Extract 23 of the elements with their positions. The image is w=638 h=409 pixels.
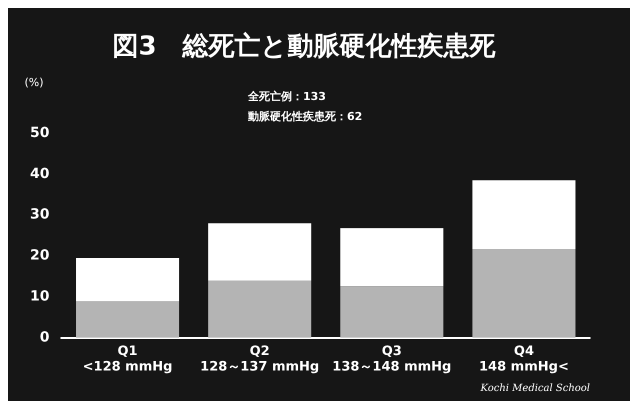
y-tick-label: 10 — [30, 288, 50, 305]
text: Kochi Medical School — [480, 383, 590, 394]
y-tick-label: 30 — [30, 206, 50, 223]
bar — [340, 286, 444, 338]
bar — [472, 249, 576, 338]
x-tick-label: Q2 128～137 mmHg — [200, 344, 320, 375]
chart-title: 図3 総死亡と動脈硬化性疾患死 — [112, 31, 497, 62]
x-tick-label: Q3 138～148 mmHg — [332, 344, 452, 375]
y-tick-label: 50 — [30, 124, 50, 141]
bar — [76, 258, 180, 302]
bar — [472, 180, 576, 250]
x-tick-label: Q1 <128 mmHg — [82, 344, 172, 375]
y-tick-label: 40 — [30, 166, 50, 182]
bar — [208, 223, 312, 281]
text: 全死亡例：133 — [247, 90, 326, 103]
text: 動脈硬化性疾患死：62 — [247, 110, 362, 123]
bar — [340, 228, 444, 286]
y-axis-title: (%) — [24, 76, 44, 89]
y-tick-label: 0 — [40, 329, 50, 346]
x-tick-label: Q4 148 mmHg< — [479, 344, 569, 375]
bar — [208, 280, 312, 338]
bar — [76, 301, 180, 338]
y-tick-label: 20 — [30, 248, 50, 264]
